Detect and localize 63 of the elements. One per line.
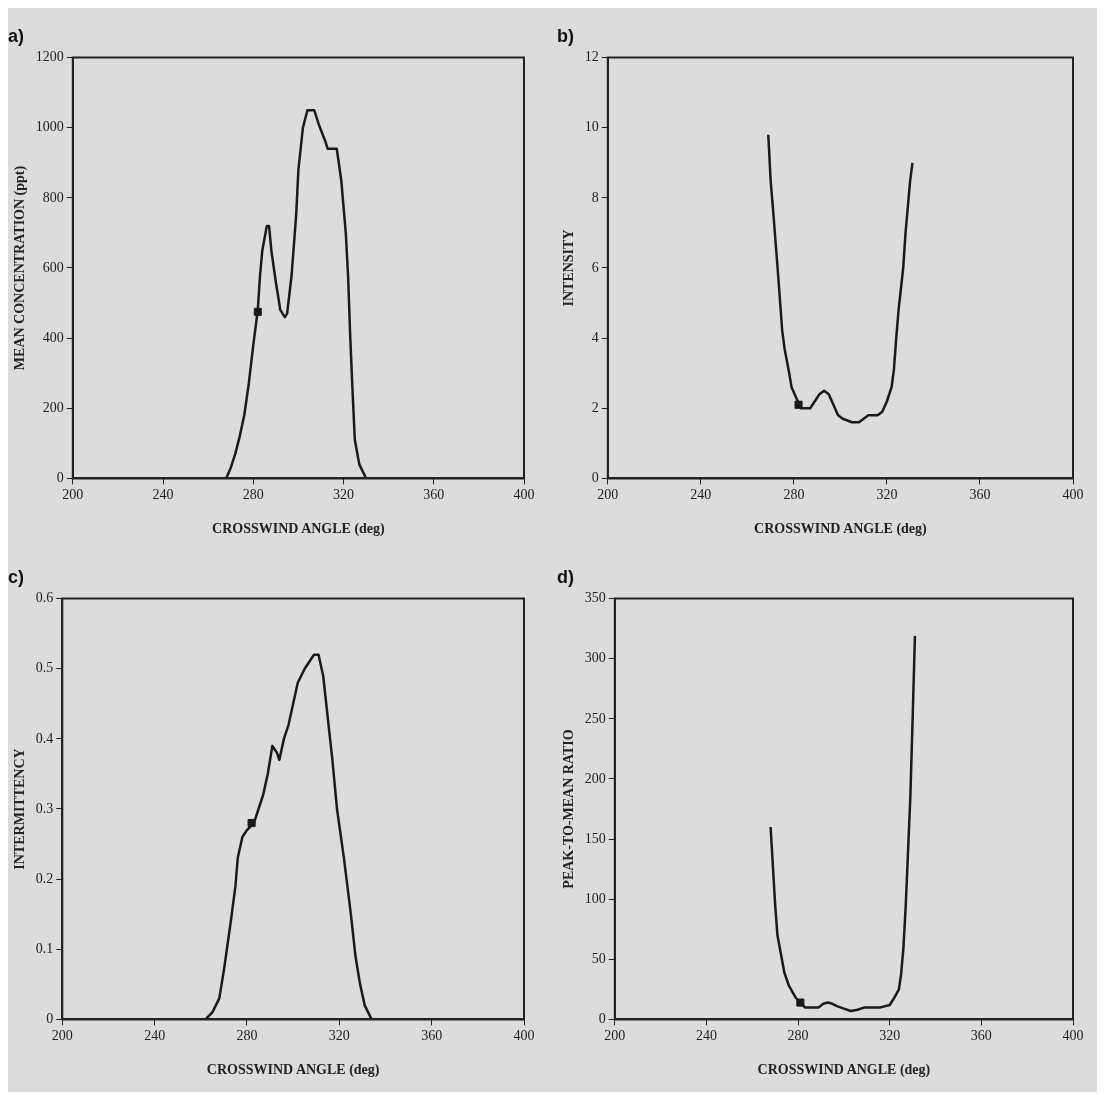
- y-tick-label: 0: [56, 470, 64, 486]
- y-tick-label: 0: [591, 470, 599, 486]
- x-tick-label: 360: [969, 487, 991, 503]
- y-axis-title: INTENSITY: [561, 229, 577, 307]
- y-tick-label: 250: [584, 710, 606, 726]
- x-tick-label: 360: [421, 1028, 443, 1044]
- x-tick-label: 240: [144, 1028, 166, 1044]
- x-tick-label: 400: [513, 1028, 535, 1044]
- x-axis-title: CROSSWIND ANGLE (deg): [206, 1062, 380, 1079]
- x-tick-label: 320: [879, 1028, 901, 1044]
- y-tick-label: 10: [584, 119, 599, 135]
- y-tick-label: 4: [591, 329, 599, 345]
- y-tick-label: 200: [42, 399, 64, 415]
- y-tick-label: 0.3: [35, 800, 54, 816]
- y-tick-label: 0: [598, 1011, 606, 1027]
- y-tick-label: 1000: [35, 119, 64, 135]
- x-tick-label: 320: [333, 487, 355, 503]
- y-tick-label: 0.4: [35, 730, 54, 746]
- x-axis-title: CROSSWIND ANGLE (deg): [754, 521, 928, 538]
- y-tick-label: 0.6: [35, 590, 54, 606]
- x-tick-label: 240: [695, 1028, 717, 1044]
- y-axis-title: MEAN CONCENTRATION (ppt): [12, 165, 29, 371]
- x-tick-label: 200: [604, 1028, 626, 1044]
- y-tick-label: 6: [591, 259, 599, 275]
- y-axis-title: PEAK-TO-MEAN RATIO: [561, 729, 577, 889]
- y-tick-label: 50: [591, 950, 606, 966]
- y-tick-label: 0.5: [35, 660, 54, 676]
- x-tick-label: 360: [423, 487, 445, 503]
- x-tick-label: 240: [152, 487, 174, 503]
- x-tick-label: 400: [1062, 1028, 1084, 1044]
- y-tick-label: 100: [584, 890, 606, 906]
- x-tick-label: 280: [236, 1028, 258, 1044]
- x-axis-title: CROSSWIND ANGLE (deg): [212, 521, 386, 538]
- x-axis-title: CROSSWIND ANGLE (deg): [757, 1062, 931, 1079]
- y-tick-label: 0.2: [35, 870, 54, 886]
- y-tick-label: 200: [584, 770, 606, 786]
- x-tick-label: 200: [62, 487, 84, 503]
- y-tick-label: 300: [584, 650, 606, 666]
- x-tick-label: 360: [970, 1028, 992, 1044]
- y-tick-label: 600: [42, 259, 64, 275]
- y-tick-label: 1200: [35, 49, 64, 65]
- y-tick-label: 8: [591, 189, 599, 205]
- x-tick-label: 280: [783, 487, 805, 503]
- x-tick-label: 400: [1062, 487, 1084, 503]
- y-tick-label: 350: [584, 590, 606, 606]
- chart-title: c): [8, 566, 25, 587]
- y-tick-label: 12: [584, 49, 599, 65]
- x-tick-label: 320: [876, 487, 898, 503]
- x-tick-label: 280: [787, 1028, 809, 1044]
- x-tick-label: 320: [328, 1028, 350, 1044]
- y-tick-label: 800: [42, 189, 64, 205]
- chart-title: d): [557, 566, 574, 587]
- x-tick-label: 280: [242, 487, 264, 503]
- y-tick-label: 400: [42, 329, 64, 345]
- chart-title: b): [557, 25, 574, 46]
- y-tick-label: 150: [584, 830, 606, 846]
- y-axis-title: INTERMITTENCY: [12, 748, 28, 870]
- x-tick-label: 240: [690, 487, 712, 503]
- y-tick-label: 2: [591, 399, 599, 415]
- y-tick-label: 0.1: [35, 940, 54, 956]
- chart-title: a): [8, 25, 25, 46]
- y-tick-label: 0: [46, 1011, 54, 1027]
- x-tick-label: 400: [513, 487, 535, 503]
